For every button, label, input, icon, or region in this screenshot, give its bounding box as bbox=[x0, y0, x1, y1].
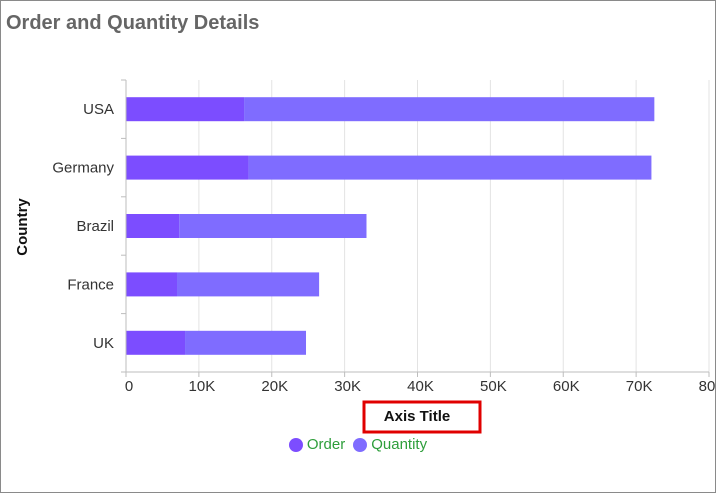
axes bbox=[121, 79, 710, 377]
bar-order-france[interactable] bbox=[126, 272, 178, 297]
bar-quantity-france[interactable] bbox=[177, 272, 320, 297]
bar-order-germany[interactable] bbox=[126, 155, 249, 180]
x-tick-label: 40K bbox=[407, 378, 434, 395]
y-tick-label: Germany bbox=[52, 160, 114, 177]
bar-order-uk[interactable] bbox=[126, 330, 186, 355]
axis-title-highlight-box bbox=[362, 400, 482, 434]
x-tick-label: 10K bbox=[189, 378, 216, 395]
bar-quantity-usa[interactable] bbox=[244, 97, 655, 122]
x-tick-label: 70K bbox=[626, 378, 653, 395]
y-tick-label: France bbox=[67, 276, 114, 293]
x-tick-label: 50K bbox=[480, 378, 507, 395]
bar-quantity-germany[interactable] bbox=[248, 155, 652, 180]
bar-order-brazil[interactable] bbox=[126, 214, 180, 238]
legend-label-order: Order bbox=[306, 436, 346, 453]
legend-item-quantity[interactable]: Quantity bbox=[353, 436, 427, 453]
chart-title: Order and Quantity Details bbox=[6, 12, 260, 34]
x-tick-label: 20K bbox=[261, 378, 288, 395]
y-axis-title: Country bbox=[14, 198, 31, 256]
x-tick-labels: 0 10K 20K 30K 40K 50K 60K 70K 80K bbox=[125, 378, 716, 395]
x-tick-label: 80K bbox=[699, 378, 716, 395]
bar-order-usa[interactable] bbox=[126, 97, 245, 122]
legend-label-quantity: Quantity bbox=[371, 436, 428, 453]
bar-quantity-brazil[interactable] bbox=[179, 214, 367, 238]
x-tick-label: 30K bbox=[334, 378, 361, 395]
y-tick-label: Brazil bbox=[76, 218, 114, 235]
bar-quantity-uk[interactable] bbox=[185, 330, 307, 355]
legend-swatch-order bbox=[288, 437, 303, 452]
bars bbox=[126, 97, 655, 355]
y-tick-labels: USA Germany Brazil France UK bbox=[52, 101, 114, 352]
y-tick-label: USA bbox=[83, 101, 114, 118]
x-tick-label: 0 bbox=[125, 378, 133, 395]
x-tick-label: 60K bbox=[553, 378, 580, 395]
x-axis-title[interactable]: Axis Title bbox=[384, 408, 450, 425]
legend: Order Quantity bbox=[0, 436, 716, 453]
legend-swatch-quantity bbox=[353, 437, 368, 452]
legend-item-order[interactable]: Order bbox=[288, 436, 346, 453]
y-tick-label: UK bbox=[93, 335, 114, 352]
